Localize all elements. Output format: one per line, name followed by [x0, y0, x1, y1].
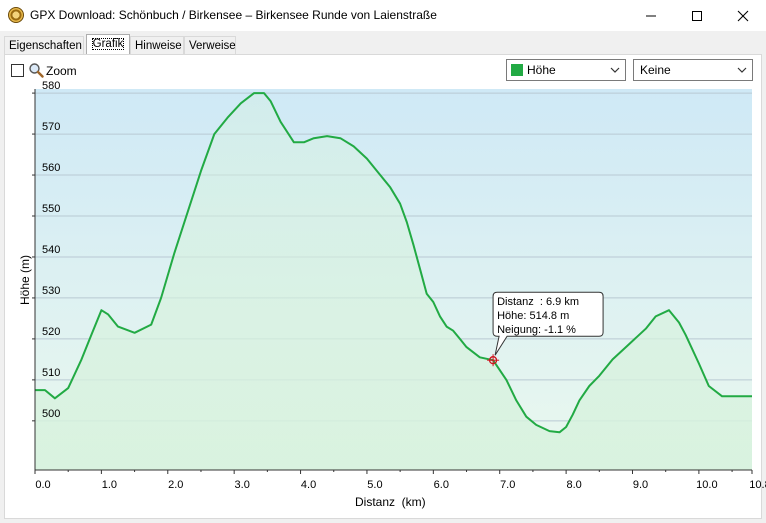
tab-hinweise[interactable]: Hinweise [130, 36, 184, 54]
maximize-button[interactable] [674, 0, 720, 31]
tab-label: Grafik [91, 38, 125, 50]
close-button[interactable] [720, 0, 766, 31]
magnifier-icon [29, 63, 44, 78]
tab-label: Eigenschaften [9, 40, 82, 52]
secondary-select-value: Keine [640, 63, 671, 77]
tab-label: Verweise [189, 40, 236, 52]
tab-label: Hinweise [135, 40, 182, 52]
minimize-icon [646, 15, 656, 16]
series-select[interactable]: Höhe [506, 59, 626, 81]
zoom-checkbox[interactable] [11, 64, 24, 77]
zoom-label: Zoom [46, 64, 77, 78]
close-icon [737, 10, 749, 21]
title-bar: GPX Download: Schönbuch / Birkensee – Bi… [0, 0, 766, 31]
chevron-down-icon [610, 67, 620, 73]
app-icon [8, 7, 24, 23]
series-color-swatch [511, 64, 523, 76]
window-title: GPX Download: Schönbuch / Birkensee – Bi… [30, 8, 437, 22]
maximize-icon [692, 10, 702, 21]
graph-panel [4, 54, 762, 519]
tab-eigenschaften[interactable]: Eigenschaften [4, 36, 84, 54]
minimize-button[interactable] [628, 0, 674, 31]
tab-grafik[interactable]: Grafik [86, 34, 130, 55]
secondary-select[interactable]: Keine [633, 59, 753, 81]
series-select-value: Höhe [527, 63, 556, 77]
tab-verweise[interactable]: Verweise [184, 36, 236, 54]
chevron-down-icon [737, 67, 747, 73]
